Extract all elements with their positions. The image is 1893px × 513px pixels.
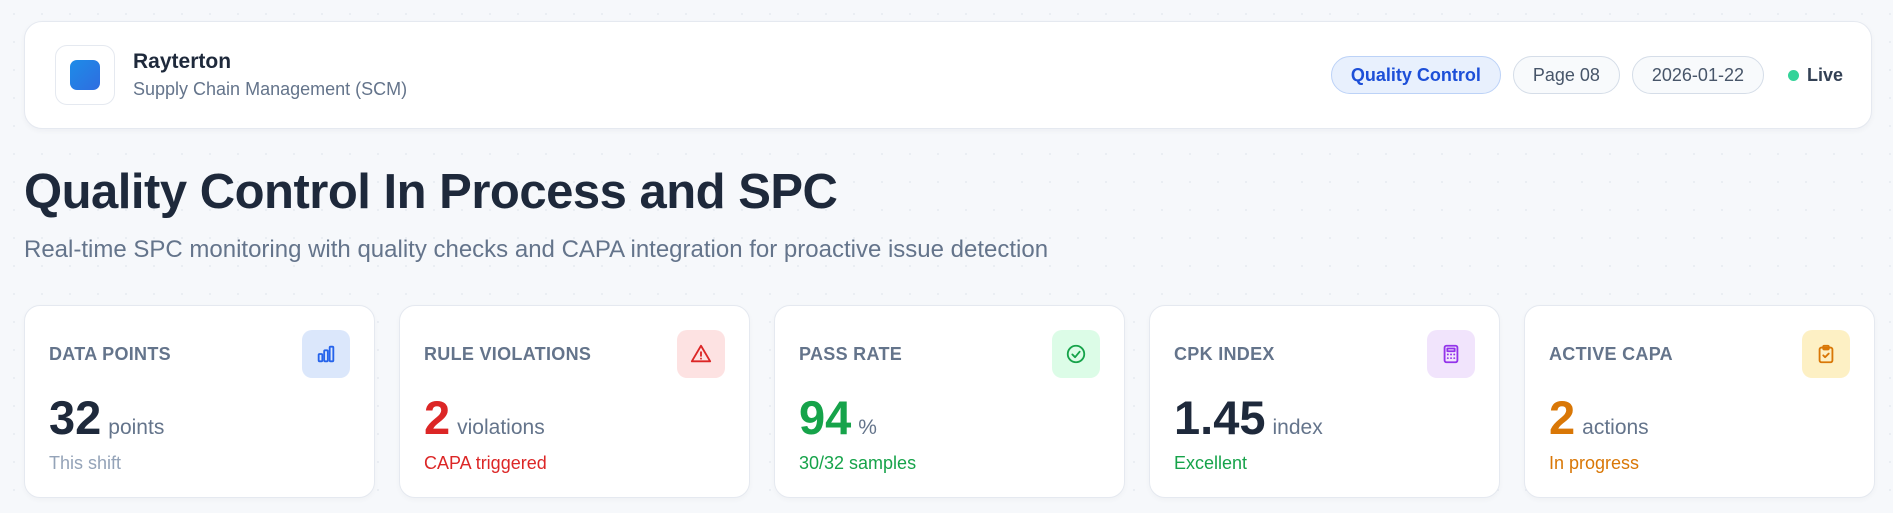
kpi-value: 2 — [424, 391, 451, 444]
module-pill[interactable]: Quality Control — [1330, 56, 1501, 94]
kpi-value: 1.45 — [1174, 391, 1266, 444]
warning-triangle-icon — [677, 330, 725, 378]
date-pill[interactable]: 2026-01-22 — [1631, 56, 1764, 94]
brand-name: Rayterton — [133, 50, 232, 73]
kpi-value: 94 — [799, 391, 852, 444]
kpi-value: 32 — [49, 391, 102, 444]
kpi-value-row: 32 points — [49, 390, 164, 446]
kpi-label: DATA POINTS — [49, 344, 171, 364]
top-header-bar: Rayterton Supply Chain Management (SCM) … — [24, 21, 1872, 129]
kpi-value-row: 94 % — [799, 390, 877, 446]
header-meta: Quality Control Page 08 2026-01-22 Live — [1319, 56, 1843, 94]
kpi-unit: % — [858, 416, 877, 439]
kpi-card-data-points[interactable]: DATA POINTS 32 points This shift — [24, 305, 375, 498]
check-circle-icon — [1052, 330, 1100, 378]
kpi-label: ACTIVE CAPA — [1549, 344, 1673, 364]
kpi-card-rule-violations[interactable]: RULE VIOLATIONS 2 violations CAPA trigge… — [399, 305, 750, 498]
logo-mark-icon — [70, 60, 100, 90]
kpi-note: 30/32 samples — [799, 453, 917, 473]
kpi-value-row: 1.45 index — [1174, 390, 1323, 446]
kpi-label: RULE VIOLATIONS — [424, 344, 592, 364]
kpi-unit: points — [108, 416, 165, 439]
live-label: Live — [1806, 64, 1843, 85]
kpi-value: 2 — [1549, 391, 1576, 444]
kpi-note: CAPA triggered — [424, 453, 547, 473]
brand-block: Rayterton Supply Chain Management (SCM) — [133, 49, 407, 101]
kpi-unit: violations — [457, 416, 545, 439]
kpi-card-pass-rate[interactable]: PASS RATE 94 % 30/32 samples — [774, 305, 1125, 498]
brand-subtitle: Supply Chain Management (SCM) — [133, 79, 408, 99]
brand-logo[interactable] — [55, 45, 115, 105]
kpi-unit: index — [1272, 416, 1323, 439]
kpi-note: Excellent — [1174, 453, 1248, 473]
kpi-note: This shift — [49, 453, 122, 473]
clipboard-check-icon — [1802, 330, 1850, 378]
kpi-label: CPK INDEX — [1174, 344, 1275, 364]
page-title: Quality Control In Process and SPC — [24, 165, 838, 219]
kpi-card-cpk-index[interactable]: CPK INDEX 1.45 index Excellent — [1149, 305, 1500, 498]
bar-chart-icon — [302, 330, 350, 378]
kpi-label: PASS RATE — [799, 344, 903, 364]
page-number-pill[interactable]: Page 08 — [1512, 56, 1620, 94]
calculator-icon — [1427, 330, 1475, 378]
live-status-dot-icon — [1787, 69, 1799, 81]
kpi-cards: DATA POINTS 32 points This shift RULE VI… — [24, 305, 1875, 498]
page-subtitle: Real-time SPC monitoring with quality ch… — [24, 236, 1049, 263]
kpi-card-active-capa[interactable]: ACTIVE CAPA 2 actions In progress — [1524, 305, 1875, 498]
live-indicator: Live — [1787, 64, 1843, 86]
kpi-unit: actions — [1582, 416, 1649, 439]
kpi-note: In progress — [1549, 453, 1640, 473]
kpi-value-row: 2 actions — [1549, 390, 1649, 446]
kpi-value-row: 2 violations — [424, 390, 545, 446]
